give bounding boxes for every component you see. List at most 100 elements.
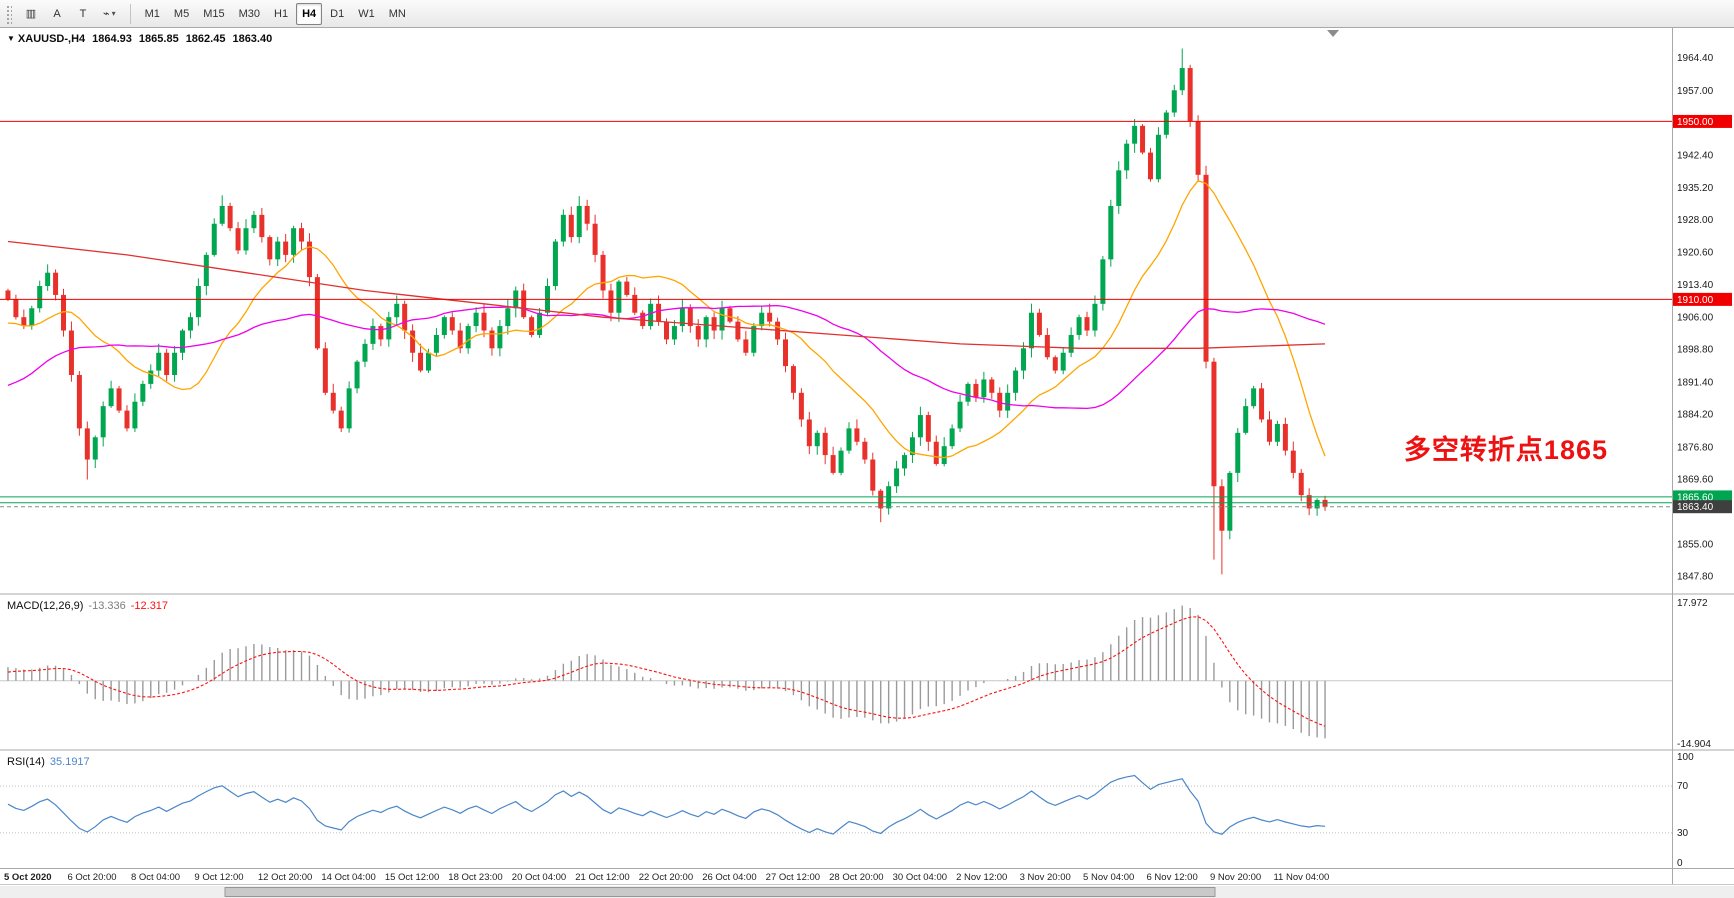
candle-body	[251, 214, 257, 229]
candle-body	[759, 312, 765, 327]
price-badge	[1673, 500, 1732, 514]
h-scrollbar-thumb[interactable]	[224, 887, 1216, 897]
line-studies-button[interactable]: ⌁ ▾	[103, 8, 116, 20]
price-axis-label: 1942.40	[1677, 151, 1714, 162]
candle-body	[878, 490, 884, 509]
time-axis-label: 6 Nov 12:00	[1147, 872, 1198, 883]
time-axis-label: 28 Oct 20:00	[829, 872, 883, 883]
candle-body	[838, 450, 844, 473]
candle-body	[1259, 388, 1265, 420]
price-axis-label: 1884.20	[1677, 410, 1714, 421]
price-badge-label: 1910.00	[1677, 295, 1714, 306]
candle-body	[1274, 423, 1280, 442]
candle-body	[53, 272, 59, 295]
candle-body	[275, 241, 281, 260]
chart-window-button[interactable]: ▥	[25, 8, 37, 20]
candle-body	[941, 446, 947, 464]
candle-body	[505, 308, 511, 327]
price-axis-label: 1935.20	[1677, 183, 1714, 194]
candle-body	[441, 317, 447, 335]
candle-body	[132, 401, 138, 429]
ma-slow-red-line	[7, 240, 1326, 349]
candle-body	[402, 303, 408, 331]
candle-body	[5, 290, 11, 300]
time-axis-label: 9 Nov 20:00	[1210, 872, 1261, 883]
time-axis-label: 8 Oct 04:00	[131, 872, 180, 883]
candle-body	[568, 214, 574, 238]
candle-body	[29, 308, 35, 327]
candle-body	[172, 352, 178, 376]
candle-body	[711, 317, 717, 331]
candle-body	[1021, 348, 1027, 371]
candle-body	[116, 388, 122, 411]
candle-body	[671, 326, 677, 340]
candle-body	[61, 294, 67, 331]
time-axis-label: 6 Oct 20:00	[67, 872, 116, 883]
timeframe-button-mn[interactable]: MN	[388, 7, 406, 20]
candle-body	[862, 441, 868, 460]
candle-body	[1116, 170, 1122, 206]
candle-body	[806, 419, 812, 447]
price-axis[interactable]: 1964.40 1957.00 1942.40 1935.20 1928.00 1920.…	[1673, 53, 1732, 583]
candle-body	[1028, 312, 1034, 349]
candle-body	[37, 286, 43, 309]
candle-body	[989, 379, 995, 393]
main-price-pane[interactable]	[0, 30, 1672, 575]
candle-body	[164, 352, 170, 376]
toolbar-separator	[129, 3, 131, 24]
rsi-axis-label: 100	[1677, 752, 1694, 763]
toolbar-grip-handle[interactable]	[5, 3, 12, 24]
candle-body	[521, 290, 527, 318]
candle-body	[624, 281, 630, 295]
chart-canvas[interactable]: 17.972 -14.904 100 70 30 0 1964.40 1957.00 1942.…	[0, 28, 1734, 898]
macd-signal-line	[7, 616, 1326, 727]
candle-body	[489, 330, 495, 349]
candle-body	[235, 228, 241, 251]
candle-body	[1092, 303, 1098, 331]
candle-body	[1203, 174, 1209, 362]
candle-body	[925, 415, 931, 442]
time-axis-label: 12 Oct 20:00	[258, 872, 312, 883]
candle-body	[378, 326, 384, 340]
candle-body	[1147, 152, 1153, 180]
candle-body	[21, 317, 27, 327]
time-axis-label: 5 Nov 04:00	[1083, 872, 1134, 883]
candle-body	[195, 286, 201, 318]
price-axis-label: 1957.00	[1677, 86, 1714, 97]
candle-body	[1211, 361, 1217, 487]
price-axis-label: 1876.80	[1677, 443, 1714, 454]
candle-body	[576, 205, 582, 238]
candle-body	[497, 326, 503, 349]
timeframe-button-m1[interactable]: M1	[144, 7, 160, 20]
candle-body	[1052, 357, 1058, 371]
candle-body	[870, 459, 876, 491]
candle-body	[291, 228, 297, 255]
rsi-pane[interactable]: 100 70 30 0	[0, 752, 1694, 869]
candle-body	[1282, 423, 1288, 451]
time-axis-label: 5 Oct 2020	[4, 872, 52, 883]
candle-body	[449, 317, 455, 331]
candle-body	[1060, 352, 1066, 371]
price-axis-label: 1869.60	[1677, 475, 1714, 486]
candle-body	[1322, 499, 1328, 507]
candle-body	[227, 205, 233, 229]
timeframe-button-m30[interactable]: M30	[238, 7, 261, 20]
macd-pane[interactable]: 17.972 -14.904	[0, 598, 1711, 750]
candle-body	[1100, 259, 1106, 304]
timeframe-button-h4[interactable]: H4	[296, 2, 323, 25]
timeframe-button-m5[interactable]: M5	[173, 7, 190, 20]
time-axis[interactable]: 5 Oct 2020 6 Oct 20:00 8 Oct 04:00 9 Oct 12…	[4, 872, 1329, 883]
timeframe-button-d1[interactable]: D1	[330, 7, 345, 20]
candle-body	[560, 214, 566, 242]
candle-body	[616, 281, 622, 313]
timeframe-button-w1[interactable]: W1	[358, 7, 375, 20]
insert-text-button[interactable]: A	[53, 7, 61, 20]
candle-body	[457, 330, 463, 349]
timeframe-button-h1[interactable]: H1	[274, 7, 289, 20]
candle-body	[735, 321, 741, 340]
candle-body	[76, 375, 82, 429]
chart-shift-marker[interactable]	[1327, 30, 1340, 37]
text-box-button[interactable]: T	[79, 7, 87, 20]
time-axis-label: 14 Oct 04:00	[321, 872, 375, 883]
timeframe-button-m15[interactable]: M15	[203, 7, 225, 20]
